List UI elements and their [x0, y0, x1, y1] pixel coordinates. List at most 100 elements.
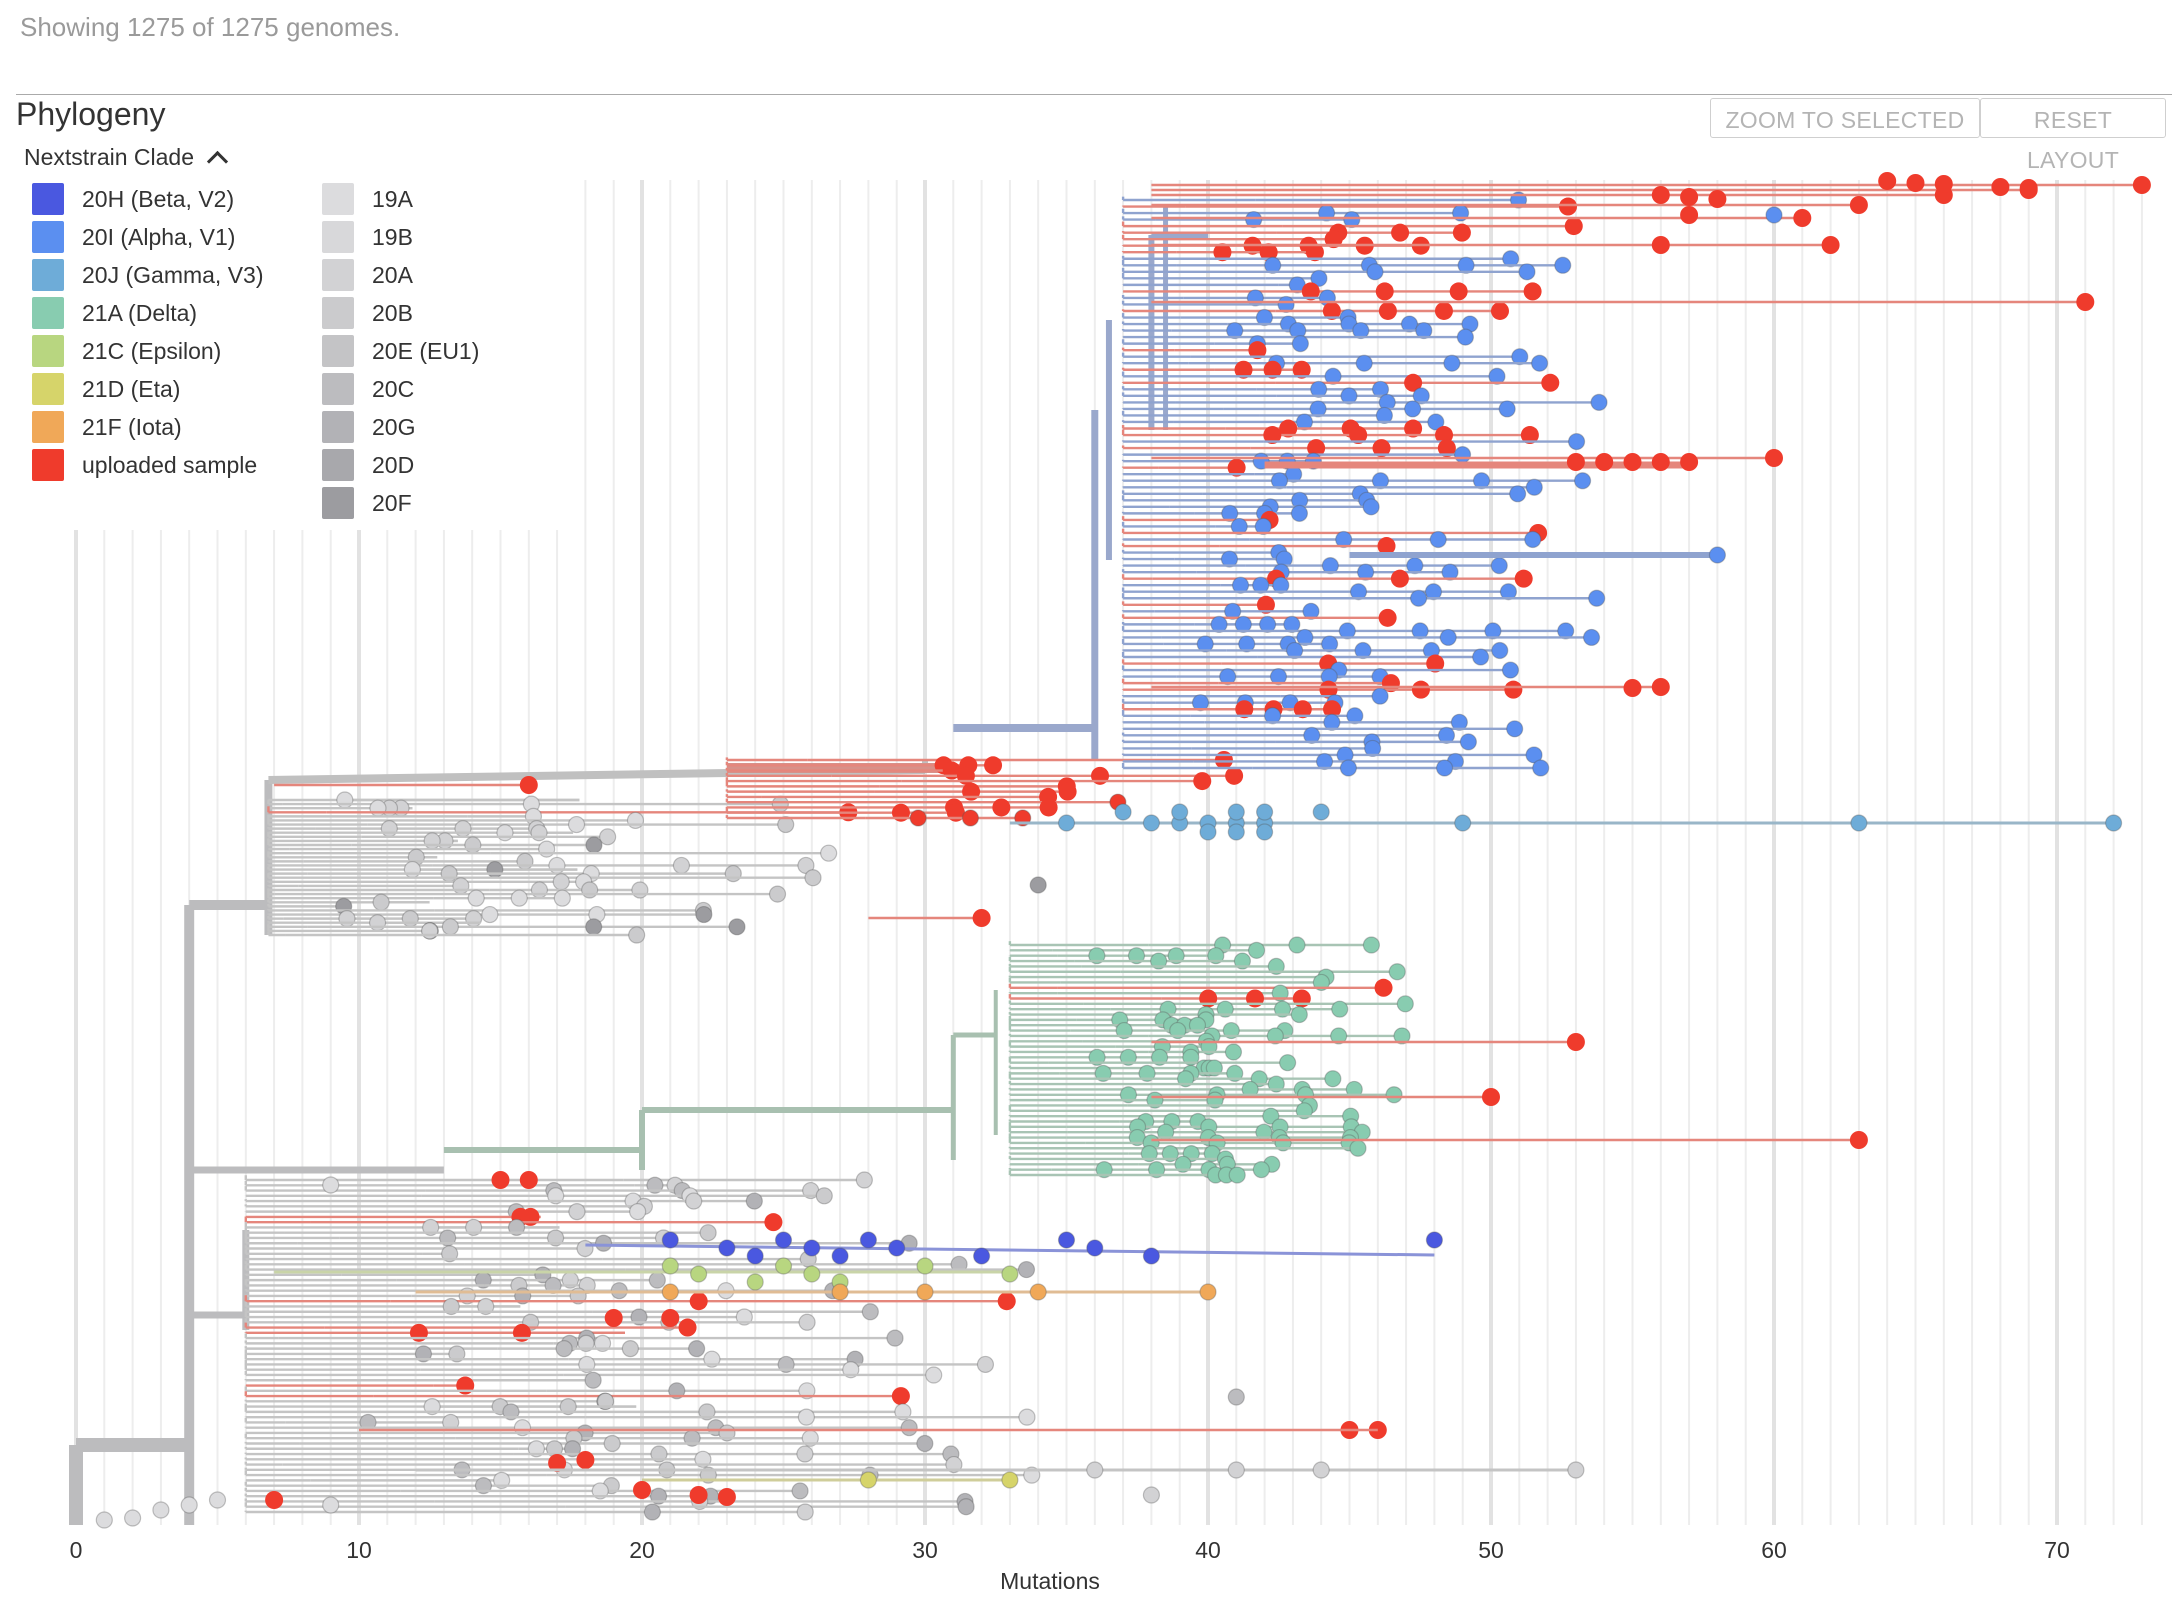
tip-node [502, 1403, 520, 1421]
tip-node [976, 1355, 995, 1374]
uploaded-sample-node [1564, 217, 1583, 236]
tip-node [1161, 1145, 1179, 1163]
uploaded-sample-node [1541, 373, 1560, 392]
tip-node [336, 791, 354, 809]
tip-node [1364, 739, 1382, 758]
tip-node [777, 815, 795, 834]
reset-layout-button[interactable]: RESET LAYOUT [1980, 98, 2166, 173]
tip-node [1188, 1016, 1207, 1034]
tip-node [797, 1408, 815, 1426]
uploaded-sample-node [519, 776, 538, 794]
tip-node [1279, 1054, 1297, 1072]
uploaded-sample-node [1227, 458, 1246, 477]
tip-node [1573, 472, 1592, 490]
tip-node [925, 1366, 943, 1384]
tip-node [513, 1419, 532, 1437]
tip-node [1582, 628, 1601, 647]
tip-node [1424, 583, 1443, 601]
tip-node [577, 1334, 595, 1352]
tip-node [1531, 354, 1549, 372]
uploaded-sample-node [1263, 426, 1282, 445]
legend-item[interactable]: 21D (Eta) [32, 373, 180, 405]
legend-item[interactable]: 20A [322, 259, 413, 291]
tip-node [649, 1487, 668, 1505]
legend-item[interactable]: 21C (Epsilon) [32, 335, 221, 367]
chevron-up-icon[interactable] [206, 150, 229, 173]
tip-node [322, 1496, 340, 1514]
tip-node [1303, 726, 1321, 744]
legend-item[interactable]: 20C [322, 373, 414, 405]
tip-node [798, 1313, 816, 1331]
tip-node [1456, 328, 1474, 346]
tip-node [1018, 1408, 1036, 1426]
zoom-to-selected-button[interactable]: ZOOM TO SELECTED [1710, 98, 1980, 138]
legend-item[interactable]: 20F [322, 487, 412, 519]
legend-item[interactable]: 19B [322, 221, 413, 253]
legend-swatch [322, 221, 354, 253]
tip-node [698, 1403, 716, 1421]
tip-node [797, 856, 815, 875]
tip-node [1439, 628, 1457, 647]
uploaded-sample-node [1449, 282, 1468, 301]
legend-item[interactable]: 20J (Gamma, V3) [32, 259, 264, 291]
uploaded-sample-node [1566, 1033, 1585, 1051]
tip-node [180, 1496, 198, 1514]
tip-node [626, 811, 645, 830]
uploaded-sample-node [1765, 449, 1783, 467]
tip-node [1354, 641, 1372, 660]
uploaded-sample-node [1404, 419, 1423, 438]
uploaded-sample-node [1375, 282, 1394, 301]
tip-node [1343, 210, 1361, 229]
uploaded-sample-node [2019, 179, 2038, 197]
tip-node [1252, 1161, 1270, 1179]
tip-node [516, 852, 534, 870]
uploaded-sample-node [548, 1454, 567, 1472]
tip-node [820, 844, 838, 862]
tip-node [465, 1218, 483, 1237]
tip-node [1323, 713, 1341, 731]
legend-item[interactable]: 20D [322, 449, 414, 481]
uploaded-sample-node [1514, 569, 1533, 588]
legend-item[interactable]: 20E (EU1) [322, 335, 479, 367]
uploaded-sample-node [1680, 453, 1699, 471]
legend-item[interactable]: 20I (Alpha, V1) [32, 221, 235, 253]
tip-node [746, 1273, 764, 1291]
legend-label: 20B [372, 299, 413, 326]
tip-node [152, 1501, 170, 1519]
legend-toggle[interactable]: Nextstrain Clade [24, 144, 229, 173]
tip-node [1250, 1070, 1268, 1088]
tip-node [1525, 478, 1543, 496]
tip-node [629, 1203, 647, 1221]
uploaded-sample-node [1651, 453, 1670, 471]
tip-node [442, 1297, 460, 1316]
tip-node [2105, 814, 2123, 832]
tip-node [380, 820, 398, 838]
tip-node [961, 809, 980, 827]
x-axis-title: Mutations [1000, 1568, 1100, 1594]
x-axis-tick-label: 40 [1195, 1537, 1221, 1563]
legend-item[interactable]: 20B [322, 297, 413, 329]
tip-node [1427, 413, 1445, 431]
legend-swatch [32, 259, 64, 291]
uploaded-sample-node [1991, 178, 2010, 196]
tip-node [1220, 550, 1239, 568]
tip-node [530, 881, 549, 899]
uploaded-sample-node [1520, 426, 1539, 445]
tip-node [1177, 1070, 1195, 1088]
uploaded-sample-node [1058, 782, 1077, 801]
legend-item[interactable]: 20H (Beta, V2) [32, 183, 234, 215]
legend-item[interactable]: 20G [322, 411, 415, 443]
tip-node [1371, 687, 1389, 705]
legend-item[interactable]: 21F (Iota) [32, 411, 182, 443]
legend-label: 21A (Delta) [82, 299, 198, 326]
uploaded-sample-node [1378, 608, 1397, 627]
legend-item[interactable]: 21A (Delta) [32, 297, 197, 329]
uploaded-sample-node [1322, 301, 1341, 320]
legend-item[interactable]: 19A [322, 183, 413, 215]
legend-label: 20A [372, 261, 413, 288]
uploaded-sample-node [678, 1318, 697, 1337]
tip-node [1086, 1461, 1104, 1479]
tip-node [1174, 1155, 1192, 1173]
legend-item[interactable]: uploaded sample [32, 449, 257, 481]
